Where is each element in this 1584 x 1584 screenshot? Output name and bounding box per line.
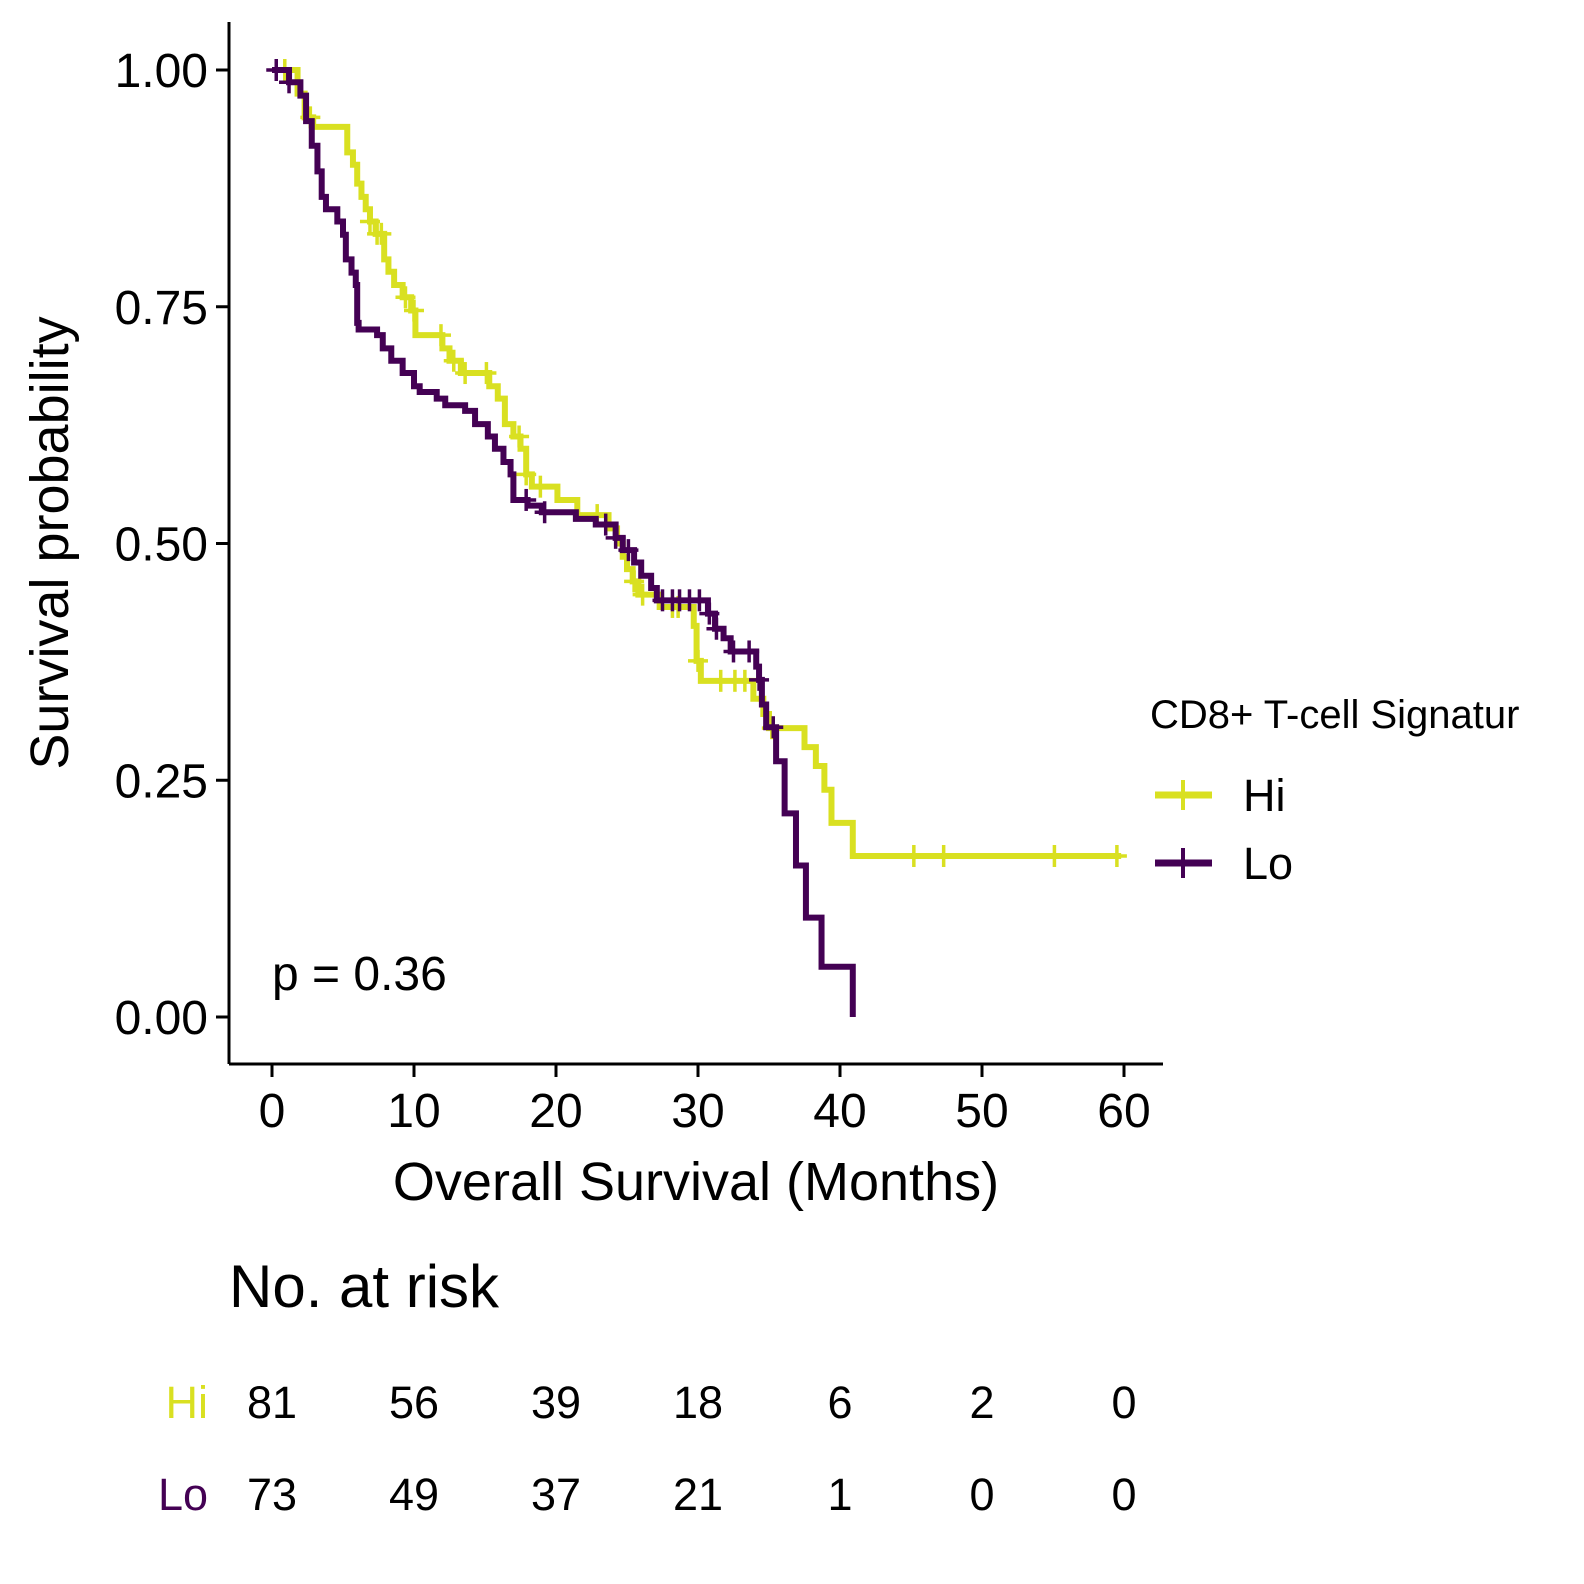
- risk-cell-lo: 21: [673, 1469, 723, 1520]
- x-tick-label: 20: [529, 1085, 582, 1138]
- y-axis-title: Survival probability: [20, 316, 80, 769]
- risk-cell-lo: 37: [531, 1469, 581, 1520]
- risk-cell-lo: 49: [389, 1469, 439, 1520]
- legend-item-hi: Hi: [1155, 770, 1286, 821]
- risk-row-label-lo: Lo: [158, 1469, 208, 1520]
- risk-cell-hi: 0: [1111, 1377, 1136, 1428]
- survival-curves: [266, 59, 1127, 1017]
- risk-table-title: No. at risk: [229, 1253, 500, 1320]
- x-tick-label: 30: [671, 1085, 724, 1138]
- legend-title: CD8+ T-cell Signatur: [1150, 693, 1519, 737]
- x-tick-label: 0: [259, 1085, 286, 1138]
- x-tick-label: 10: [387, 1085, 440, 1138]
- x-tick-label: 50: [955, 1085, 1008, 1138]
- risk-cell-hi: 18: [673, 1377, 723, 1428]
- risk-cell-lo: 0: [1111, 1469, 1136, 1520]
- risk-table-rows: Hi 81 56 39 18 6 2 0 Lo 73 49 37 21 1 0 0: [158, 1377, 1137, 1520]
- risk-table: No. at risk Hi 81 56 39 18 6 2 0 Lo 73 49 37 21 1 0 0: [158, 1253, 1137, 1520]
- risk-cell-hi: 2: [969, 1377, 994, 1428]
- legend-item-lo: Lo: [1155, 838, 1293, 889]
- y-tick-label: 0.50: [115, 519, 208, 572]
- y-tick-label: 0.75: [115, 282, 208, 335]
- x-axis-title: Overall Survival (Months): [393, 1152, 999, 1212]
- y-tick-label: 0.25: [115, 755, 208, 808]
- x-tick-label: 40: [813, 1085, 866, 1138]
- risk-cell-hi: 81: [247, 1377, 297, 1428]
- legend-label-hi: Hi: [1243, 770, 1286, 821]
- risk-cell-lo: 0: [969, 1469, 994, 1520]
- x-axis-ticks: 0 10 20 30 40 50 60: [259, 1064, 1151, 1138]
- risk-row-label-hi: Hi: [166, 1377, 209, 1428]
- risk-cell-hi: 56: [389, 1377, 439, 1428]
- y-tick-label: 1.00: [115, 45, 208, 98]
- curve-hi: [272, 67, 1122, 860]
- p-value-annotation: p = 0.36: [272, 948, 447, 1001]
- legend: CD8+ T-cell Signatur Hi Lo: [1150, 693, 1519, 889]
- risk-cell-hi: 6: [827, 1377, 852, 1428]
- curve-lo: [272, 67, 856, 1017]
- y-axis-ticks: 0.00 0.25 0.50 0.75 1.00: [115, 45, 229, 1045]
- risk-cell-lo: 1: [827, 1469, 852, 1520]
- y-tick-label: 0.00: [115, 992, 208, 1045]
- risk-cell-hi: 39: [531, 1377, 581, 1428]
- legend-label-lo: Lo: [1243, 838, 1293, 889]
- x-tick-label: 60: [1097, 1085, 1150, 1138]
- risk-cell-lo: 73: [247, 1469, 297, 1520]
